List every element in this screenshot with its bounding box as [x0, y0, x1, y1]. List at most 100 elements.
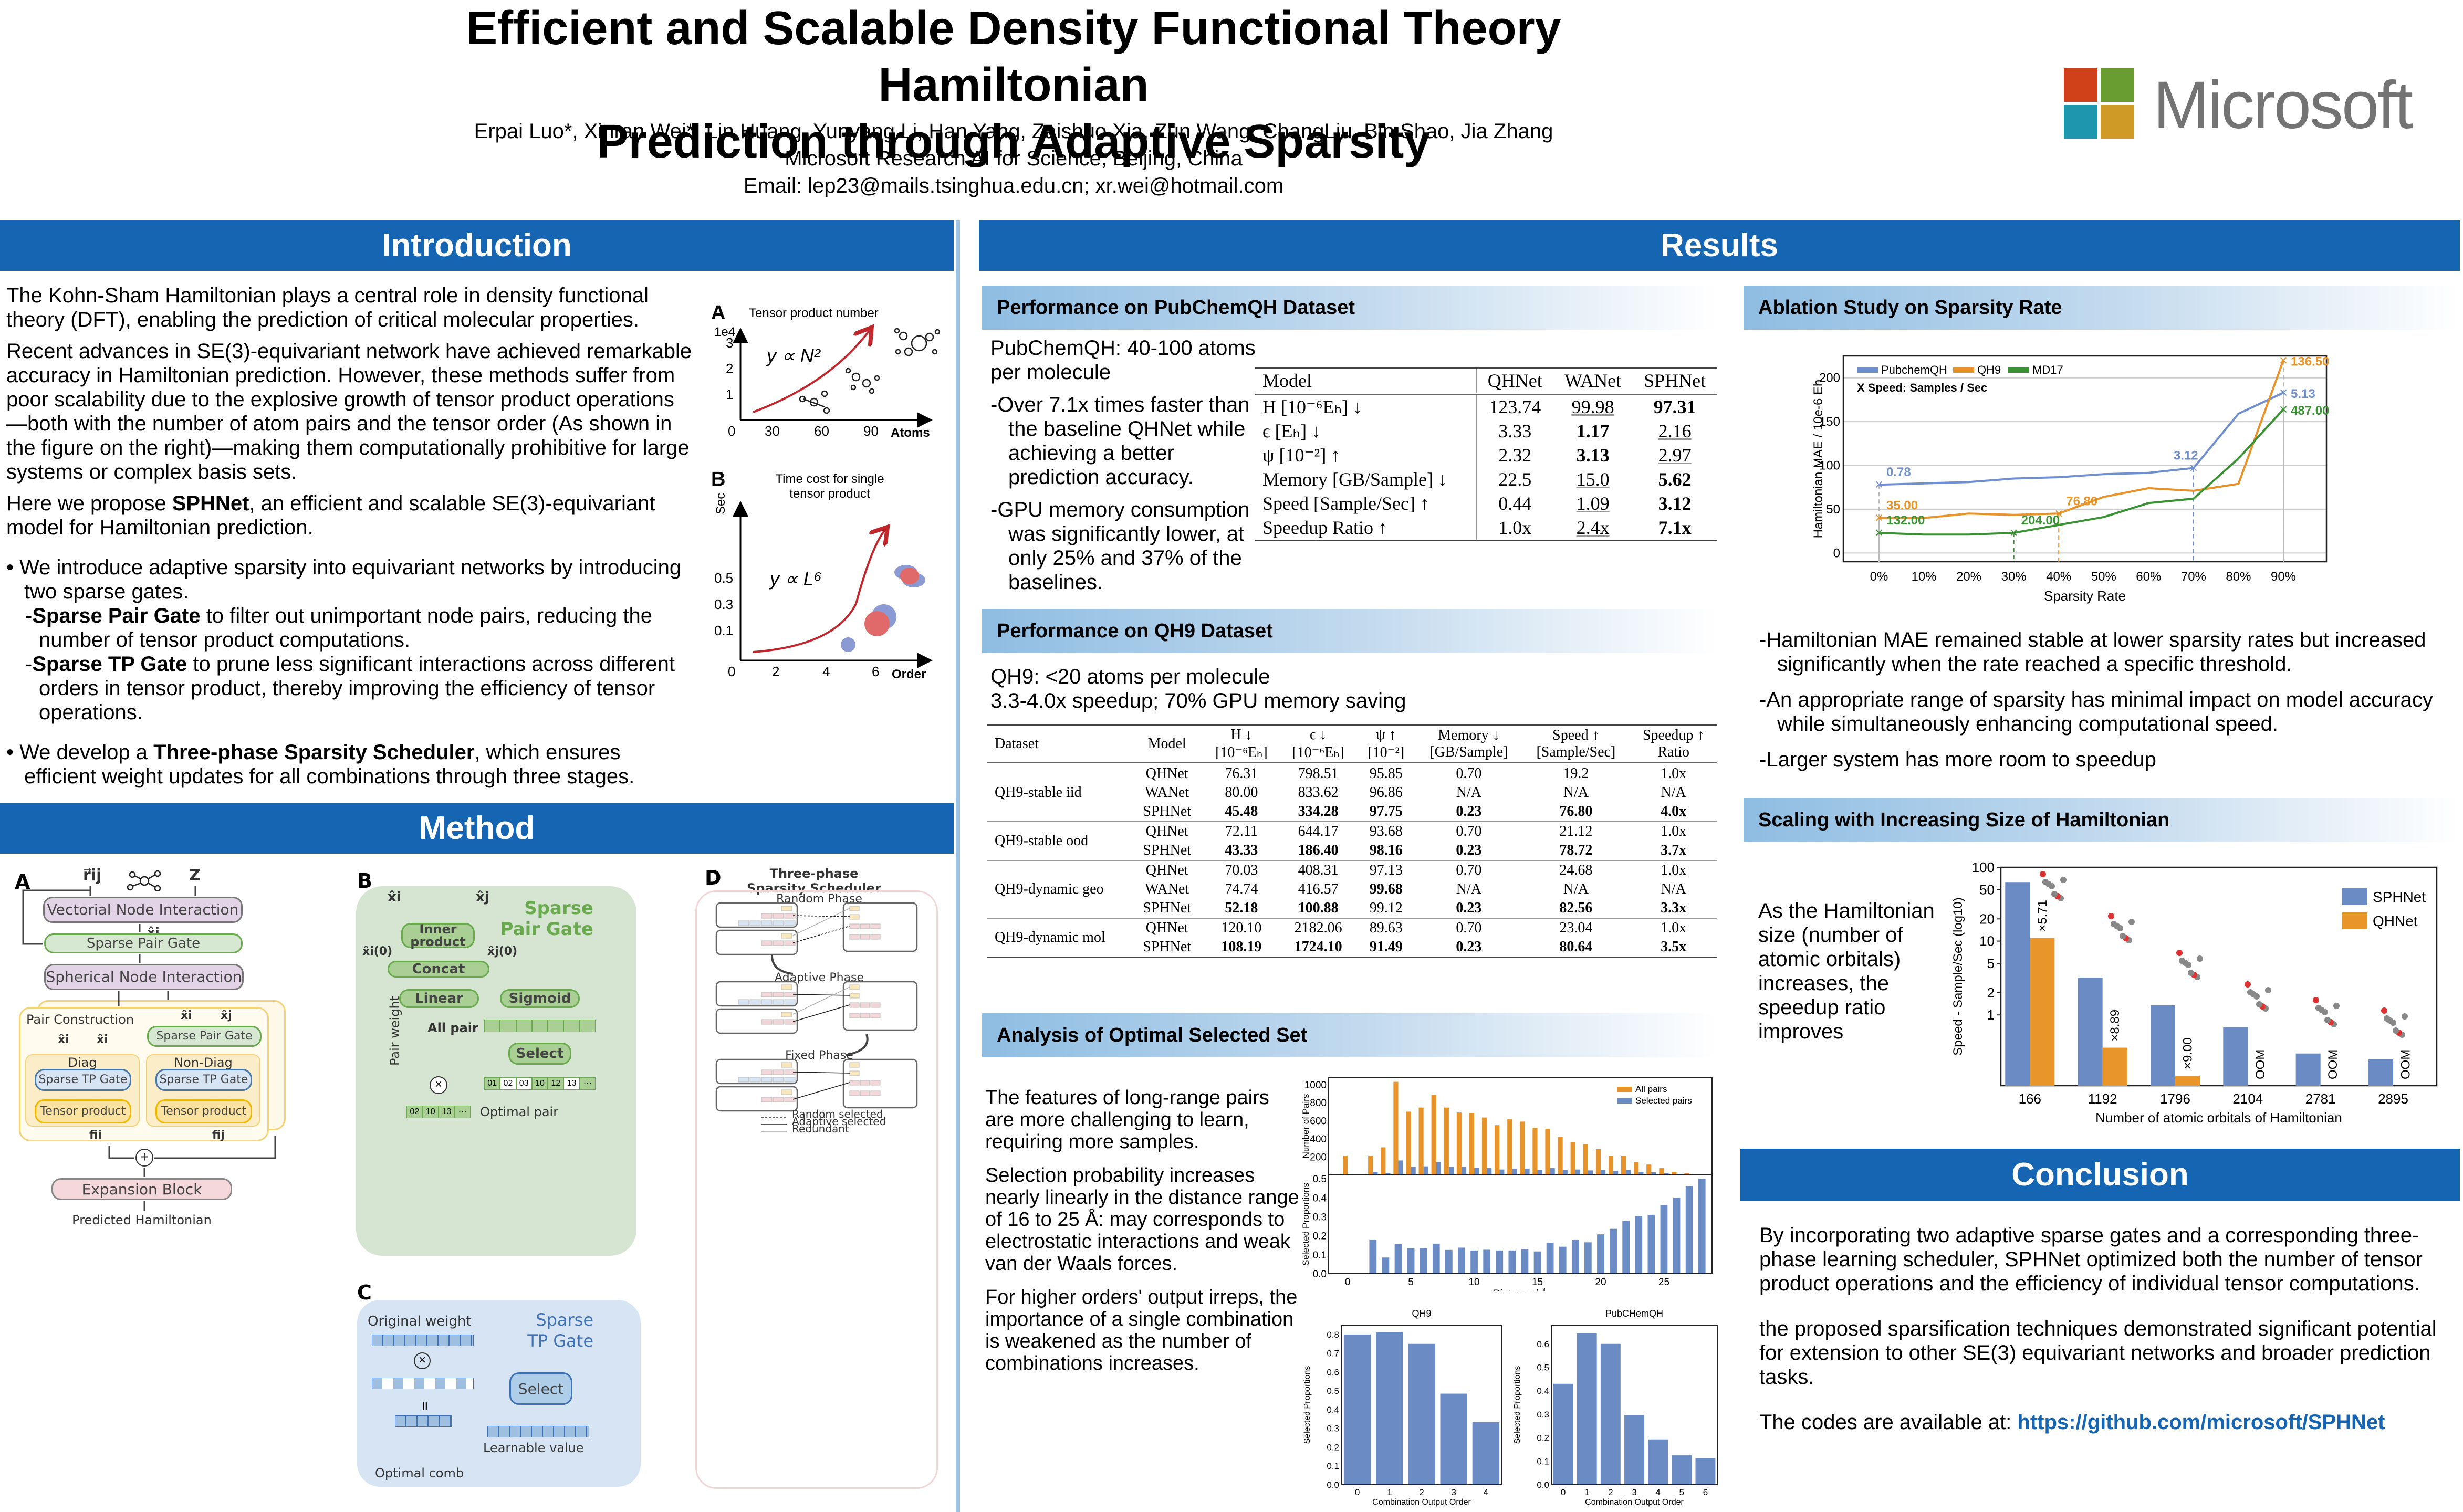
tick: 30 — [765, 423, 780, 439]
y-tick-label: 600 — [1310, 1116, 1327, 1127]
irrep-cell — [773, 999, 784, 1005]
title-line: Three-phase — [769, 866, 859, 881]
scaling-subheader: Scaling with Increasing Size of Hamilton… — [1744, 798, 2458, 842]
sphnet-name: SPHNet — [172, 492, 249, 515]
connection-line — [792, 926, 850, 943]
bar-selected-pairs — [1664, 1173, 1669, 1175]
model-cell: SPHNet — [1143, 803, 1192, 820]
header-line: Dataset — [995, 736, 1039, 752]
title-line: Sparsity Scheduler — [747, 881, 881, 896]
text: to filter out unimportant node pairs, re… — [39, 604, 653, 652]
conclusion-paragraph-1: By incorporating two adaptive sparse gat… — [1759, 1224, 2423, 1295]
irrep-cell — [849, 993, 860, 999]
xi-label: x̂i — [388, 889, 401, 905]
scheduler-title: Three-phase Sparsity Scheduler — [735, 866, 893, 896]
plot-frame — [1341, 1325, 1502, 1485]
speedup-annotation: ×8.89 — [2108, 1010, 2122, 1042]
intro-paragraph-3: Here we propose SPHNet, an efficient and… — [6, 491, 694, 540]
legend-label: PubchemQH — [1881, 363, 1947, 376]
table-row: QH9-dynamic geo QHNet 70.03 408.31 97.13 0.70… — [987, 860, 1717, 897]
bar-all-pairs — [1406, 1111, 1411, 1175]
irrep-cell — [761, 1019, 773, 1025]
author-block: Erpai Luo*, Xinran Wei*, Lin Huang, Yuny… — [473, 118, 1554, 200]
value-cell: 1.0x — [1498, 517, 1532, 538]
tick: 0.3 — [714, 596, 733, 612]
header-unit: [10⁻⁶Eₕ] — [1292, 744, 1344, 761]
pubchem-bullet: -Over 7.1x times faster than the baselin… — [990, 393, 1250, 489]
atom — [2060, 877, 2067, 883]
pubchem-table-wrap: Model QHNet WANet SPHNet H [10⁻⁶Eₕ] ↓ 123.74 9… — [1255, 368, 1717, 541]
speed-marker: × — [2279, 352, 2288, 368]
qh9-table-wrap: Dataset Model H ↓ [10⁻⁶Eₕ] ϵ ↓ [10⁻⁶Eₕ] ψ ↑ [10… — [987, 724, 1717, 958]
value-cell: 123.74 — [1489, 396, 1541, 417]
pair-cell: 10 — [531, 1077, 548, 1090]
model-cell: WANet — [1145, 881, 1189, 897]
x-label: Atoms — [891, 426, 930, 440]
tick: 1 — [726, 386, 733, 402]
connection-line — [792, 1072, 850, 1074]
x-tick-label: 10 — [1468, 1277, 1479, 1288]
y-tick-label: 0.3 — [1537, 1410, 1549, 1420]
value-cell: 0.70 — [1456, 823, 1482, 839]
equals-icon: ॥ — [420, 1398, 429, 1413]
bar-proportion — [1635, 1216, 1643, 1274]
bar-selected-pairs — [1525, 1168, 1530, 1175]
y-tick-label: 20 — [1979, 911, 1995, 927]
tick: 60 — [814, 423, 829, 439]
irrep-cell — [860, 934, 870, 940]
tick: 3 — [726, 335, 733, 351]
value-cell: 3.5x — [1661, 939, 1687, 955]
value-cell: 0.70 — [1456, 765, 1482, 782]
value-cell: 1.0x — [1661, 920, 1687, 936]
atom — [2042, 879, 2049, 885]
inner-product-box: Inner product — [401, 923, 475, 948]
source-box — [715, 1008, 798, 1034]
header-line: Memory ↓ — [1438, 727, 1500, 743]
column-header: SPHNet — [1644, 370, 1706, 391]
y-tick-label: 5 — [1987, 956, 1995, 971]
table-header-row: Dataset Model H ↓ [10⁻⁶Eₕ] ϵ ↓ [10⁻⁶Eₕ] ψ ↑ [10… — [987, 725, 1717, 763]
bar-all-pairs — [1659, 1168, 1664, 1175]
speed-marker: × — [2189, 460, 2198, 476]
bar-all-pairs — [1595, 1149, 1601, 1175]
speed-label: 204.00 — [2021, 513, 2060, 528]
value-cell: 98.16 — [1369, 842, 1403, 858]
bar-selected-pairs — [1575, 1169, 1580, 1175]
atom — [2176, 950, 2183, 956]
bar-all-pairs — [1608, 1156, 1614, 1175]
irrep-cell — [849, 1090, 860, 1096]
atom — [2313, 997, 2319, 1003]
connection-line — [792, 986, 850, 1015]
results-header: Results — [979, 220, 2460, 271]
irrep-cell — [784, 1097, 796, 1102]
irrep-cell — [773, 1019, 784, 1025]
column-header: ϵ ↓ [10⁻⁶Eₕ] — [1280, 725, 1356, 763]
irrep-cell — [761, 1069, 773, 1075]
value-cell: 2.97 — [1658, 445, 1692, 466]
chart-title: QH9 — [1412, 1308, 1431, 1319]
diag-label: Diag — [68, 1055, 97, 1070]
fii-label: fii — [89, 1129, 102, 1142]
value-cell: 93.68 — [1369, 823, 1403, 839]
text: An appropriate range of sparsity has min… — [1766, 688, 2433, 736]
bar-all-pairs — [1532, 1128, 1538, 1175]
irrep-cell — [773, 920, 784, 926]
pair-cell: 13 — [439, 1106, 455, 1118]
text: GPU memory consumption was significantly… — [997, 498, 1250, 594]
bar-all-pairs — [1368, 1155, 1373, 1175]
figB-title-1: Time cost for single — [775, 472, 884, 486]
y-tick-label: 0 — [1833, 546, 1840, 560]
phase-diagram — [715, 902, 918, 1132]
y-axis-label: Hamiltonian MAE / 10e-6 Eh — [1811, 380, 1825, 539]
irrep-cell — [761, 992, 773, 998]
bar-all-pairs — [1431, 1095, 1436, 1175]
tensor-product-nondiag: Tensor product — [155, 1099, 252, 1124]
atom — [2040, 871, 2046, 877]
pair-cell: 03 — [516, 1077, 532, 1090]
bar-all-pairs — [1570, 1142, 1575, 1175]
github-link[interactable]: https://github.com/microsoft/SPHNet — [2017, 1411, 2385, 1434]
connection-line — [792, 915, 850, 917]
y-tick-label: 0.3 — [1313, 1212, 1327, 1223]
atom — [2111, 921, 2117, 927]
value-cell: 0.70 — [1456, 920, 1482, 936]
